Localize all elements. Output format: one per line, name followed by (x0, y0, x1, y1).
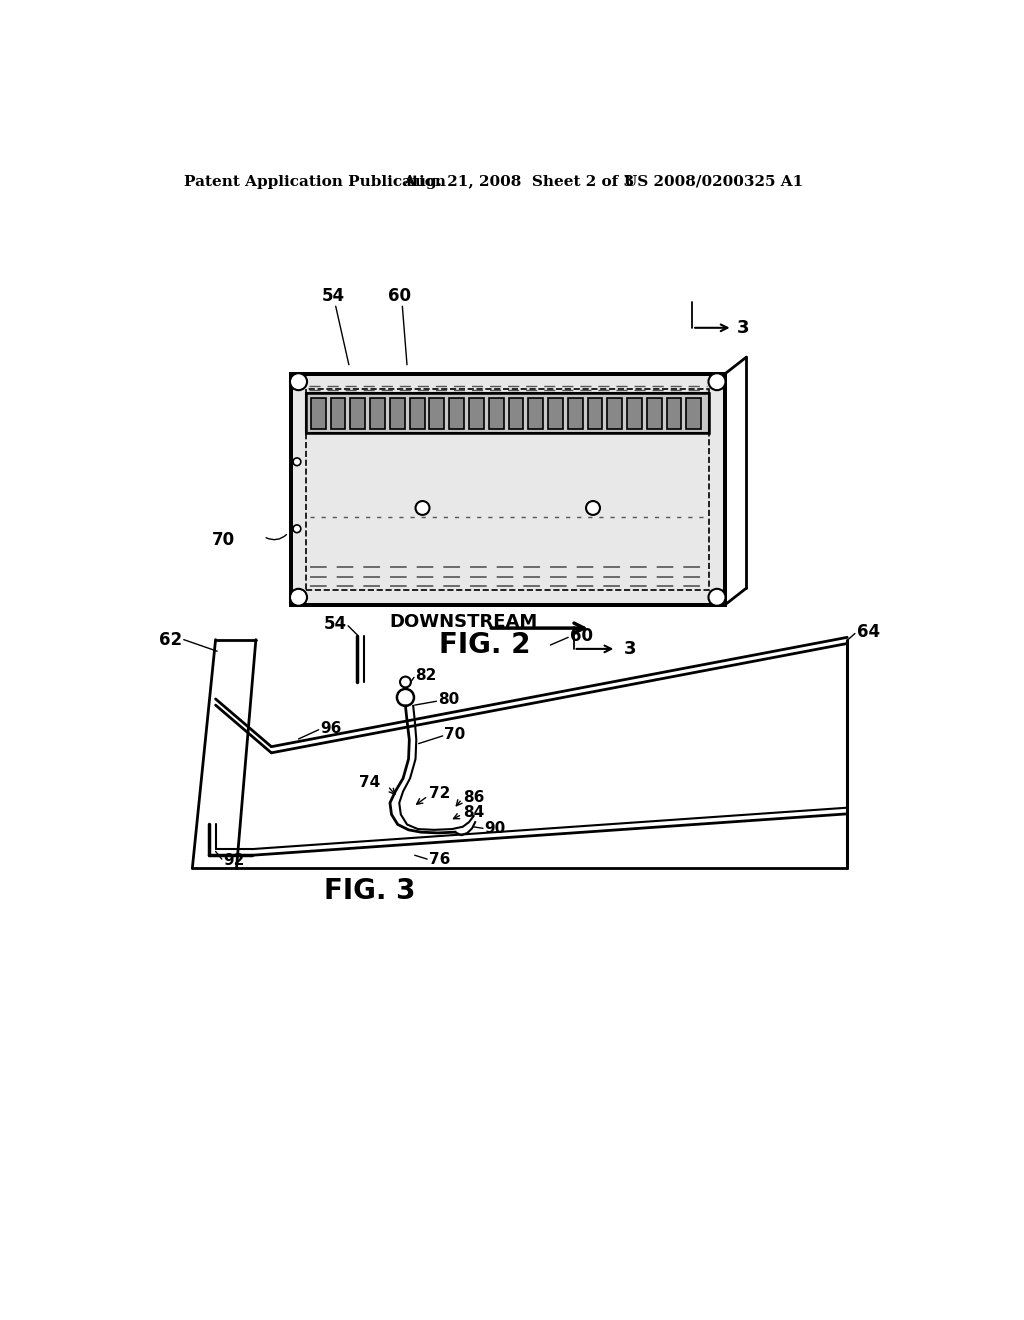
Text: 74: 74 (359, 775, 381, 789)
Text: 84: 84 (463, 805, 484, 821)
Bar (331, 397, 345, 429)
Circle shape (400, 677, 411, 688)
Text: 54: 54 (324, 615, 346, 634)
Text: 72: 72 (429, 787, 451, 801)
Bar (291, 374, 725, 605)
Bar (607, 397, 623, 429)
Circle shape (709, 374, 726, 391)
Circle shape (290, 589, 307, 606)
Bar (306, 393, 710, 433)
Text: 64: 64 (856, 623, 880, 642)
Bar (291, 374, 725, 605)
Bar (627, 397, 642, 429)
Text: 54: 54 (322, 286, 345, 305)
Text: 82: 82 (415, 668, 436, 684)
Circle shape (709, 589, 726, 606)
Bar (548, 397, 563, 429)
Bar (450, 397, 464, 429)
Text: 60: 60 (569, 627, 593, 644)
Circle shape (293, 525, 301, 532)
Bar (390, 397, 404, 429)
Bar (528, 397, 543, 429)
Text: 70: 70 (212, 532, 234, 549)
Circle shape (397, 689, 414, 706)
Bar (488, 397, 504, 429)
Bar (568, 397, 583, 429)
Text: 70: 70 (444, 727, 466, 742)
Text: 90: 90 (484, 821, 506, 836)
Text: DOWNSTREAM: DOWNSTREAM (389, 612, 538, 631)
Circle shape (586, 502, 600, 515)
Bar (647, 397, 662, 429)
Bar (311, 397, 326, 429)
Text: US 2008/0200325 A1: US 2008/0200325 A1 (624, 174, 803, 189)
Bar (686, 397, 701, 429)
Text: 62: 62 (159, 631, 182, 648)
Text: FIG. 3: FIG. 3 (324, 878, 416, 906)
Bar (509, 397, 523, 429)
Circle shape (290, 374, 307, 391)
Text: 96: 96 (321, 721, 342, 735)
Circle shape (416, 502, 429, 515)
Text: 76: 76 (429, 851, 451, 867)
Circle shape (293, 458, 301, 466)
Text: 80: 80 (438, 692, 459, 708)
Bar (469, 397, 483, 429)
Text: 3: 3 (624, 640, 637, 657)
Bar (410, 397, 425, 429)
Text: 86: 86 (463, 789, 484, 805)
Text: 60: 60 (388, 286, 411, 305)
Text: 92: 92 (223, 853, 245, 869)
Text: Aug. 21, 2008  Sheet 2 of 3: Aug. 21, 2008 Sheet 2 of 3 (403, 174, 634, 189)
Bar (667, 397, 681, 429)
Bar (306, 393, 710, 433)
Text: 3: 3 (736, 319, 749, 337)
Bar (588, 397, 602, 429)
Text: Patent Application Publication: Patent Application Publication (183, 174, 445, 189)
Text: FIG. 2: FIG. 2 (438, 631, 530, 659)
Bar (350, 397, 366, 429)
Bar (429, 397, 444, 429)
Bar (371, 397, 385, 429)
Bar (306, 389, 710, 590)
